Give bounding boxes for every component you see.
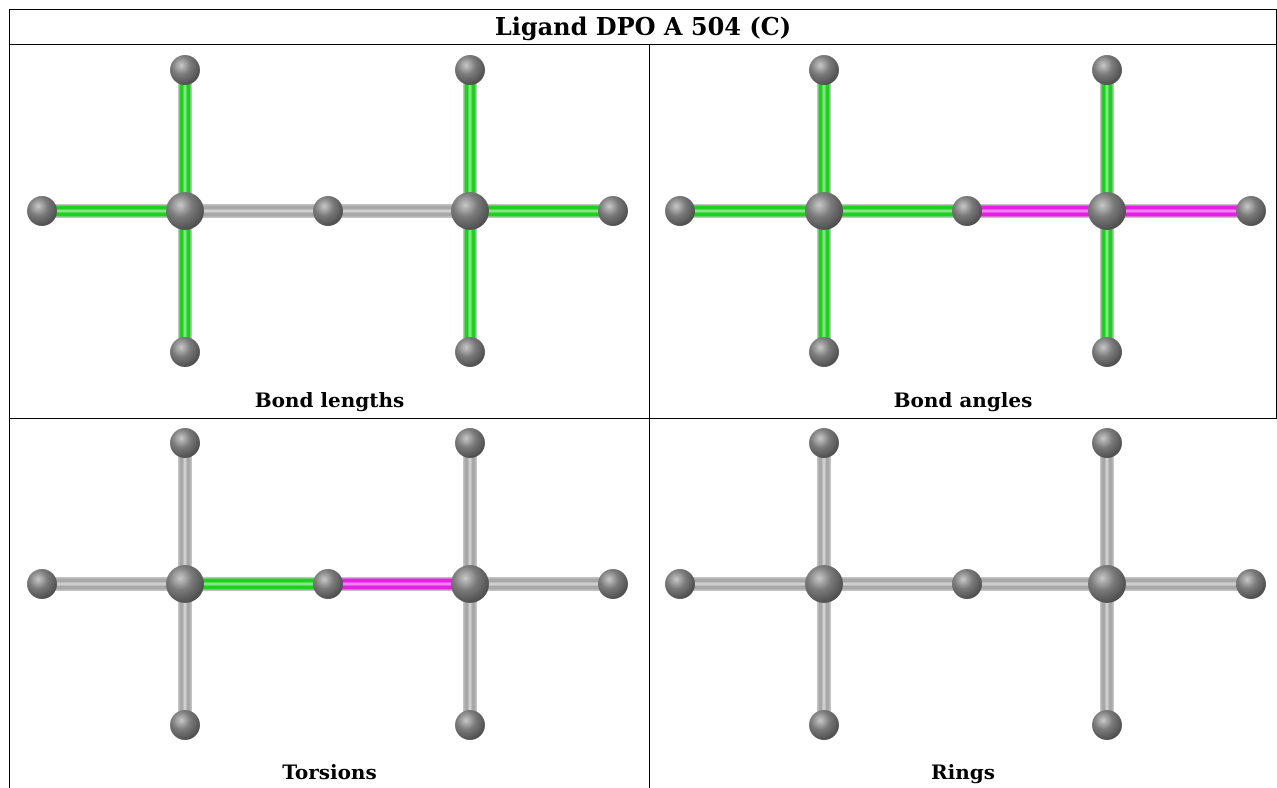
atom-o-bridge: [313, 196, 343, 226]
atom-o-top-right: [455, 428, 485, 458]
atom-o-top-left: [809, 428, 839, 458]
atom-o-left: [665, 569, 695, 599]
atom-p-right: [451, 192, 489, 230]
molecule-diagram: [27, 428, 628, 740]
atom-p-left: [805, 192, 843, 230]
panel-bond-lengths: Bond lengths: [10, 46, 649, 418]
panel-caption: Torsions: [282, 760, 377, 784]
atom-o-bottom-right: [1092, 337, 1122, 367]
atom-o-bottom-right: [455, 710, 485, 740]
panel-caption: Rings: [930, 760, 995, 784]
atom-o-top-right: [455, 55, 485, 85]
atom-o-top-left: [809, 55, 839, 85]
atom-o-left: [27, 569, 57, 599]
atom-o-top-left: [170, 428, 200, 458]
atom-o-top-right: [1092, 428, 1122, 458]
atom-p-right: [1088, 565, 1126, 603]
atom-o-bridge: [952, 569, 982, 599]
atom-o-right: [1236, 569, 1266, 599]
panel-caption: Bond lengths: [254, 388, 405, 412]
panel-caption: Bond angles: [893, 388, 1033, 412]
atom-o-right: [598, 569, 628, 599]
atom-o-right: [1236, 196, 1266, 226]
atom-o-bottom-right: [1092, 710, 1122, 740]
atom-o-top-right: [1092, 55, 1122, 85]
atom-p-right: [451, 565, 489, 603]
atom-p-left: [805, 565, 843, 603]
molecule-diagram: [27, 55, 628, 367]
atom-o-bottom-left: [170, 710, 200, 740]
atom-o-bottom-right: [455, 337, 485, 367]
grid-line: [9, 418, 1277, 419]
atom-o-left: [665, 196, 695, 226]
atom-o-right: [598, 196, 628, 226]
page-title: Ligand DPO A 504 (C): [9, 9, 1277, 45]
atom-p-left: [166, 565, 204, 603]
atom-o-bottom-left: [809, 337, 839, 367]
atom-o-left: [27, 196, 57, 226]
atom-o-bridge: [313, 569, 343, 599]
grid-line: [649, 45, 650, 788]
grid-line: [9, 45, 10, 788]
atom-o-bottom-left: [170, 337, 200, 367]
atom-o-bridge: [952, 196, 982, 226]
atom-o-bottom-left: [809, 710, 839, 740]
atom-p-left: [166, 192, 204, 230]
atom-o-top-left: [170, 55, 200, 85]
panel-torsions: Torsions: [10, 419, 649, 788]
panel-rings: Rings: [650, 419, 1276, 788]
atom-p-right: [1088, 192, 1126, 230]
molecule-diagram: [665, 55, 1266, 367]
molecule-diagram: [665, 428, 1266, 740]
panel-bond-angles: Bond angles: [650, 46, 1276, 418]
